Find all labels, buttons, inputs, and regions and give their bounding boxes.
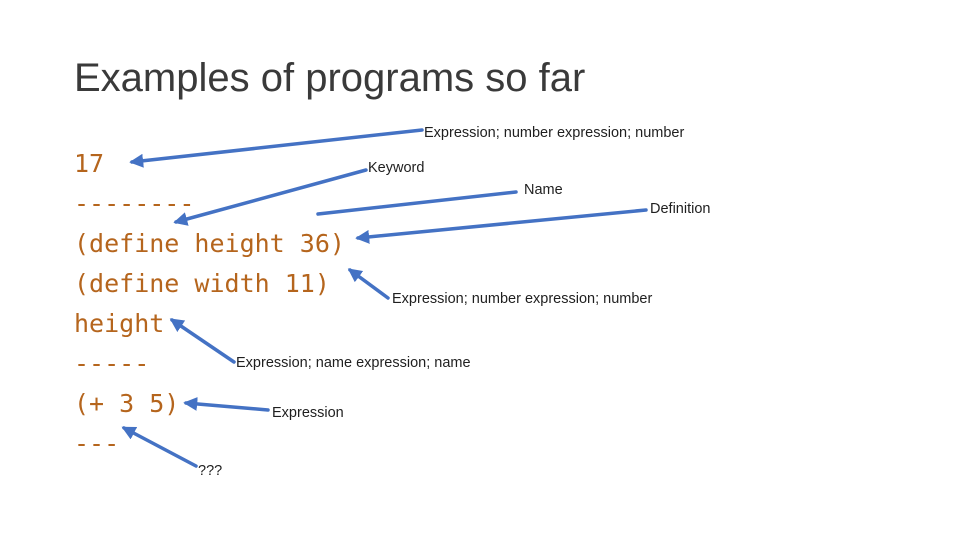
label-expression: Expression: [272, 405, 344, 421]
label-expression-name: Expression; name expression; name: [236, 355, 471, 371]
arrow-to-addition: [183, 396, 270, 412]
arrow-to-17: [129, 128, 424, 168]
code-line-define-width: (define width 11): [74, 269, 330, 298]
arrow-to-definition: [355, 208, 648, 244]
code-line-addition: (+ 3 5): [74, 389, 180, 418]
label-keyword: Keyword: [368, 160, 425, 176]
label-name: Name: [524, 182, 563, 198]
code-separator: -----: [74, 349, 150, 378]
label-definition: Definition: [650, 201, 711, 217]
arrow-to-36: [347, 268, 390, 300]
label-expression-number-1: Expression; number expression; number: [424, 125, 685, 141]
code-block: 17 -------- (define height 36) (define w…: [74, 144, 345, 464]
code-line-number: 17: [74, 149, 105, 178]
arrow-to-height: [169, 318, 236, 364]
label-expression-number-2: Expression; number expression; number: [392, 291, 653, 307]
arrow-to-define-keyword: [173, 168, 368, 226]
code-line-define-height: (define height 36): [74, 229, 345, 258]
arrow-to-unknown: [121, 426, 198, 468]
label-unknown: ???: [198, 463, 223, 479]
slide-title: Examples of programs so far: [74, 56, 586, 100]
code-line-height: height: [74, 309, 165, 338]
arrow-to-name: [316, 190, 518, 216]
code-separator: ---: [74, 429, 120, 458]
